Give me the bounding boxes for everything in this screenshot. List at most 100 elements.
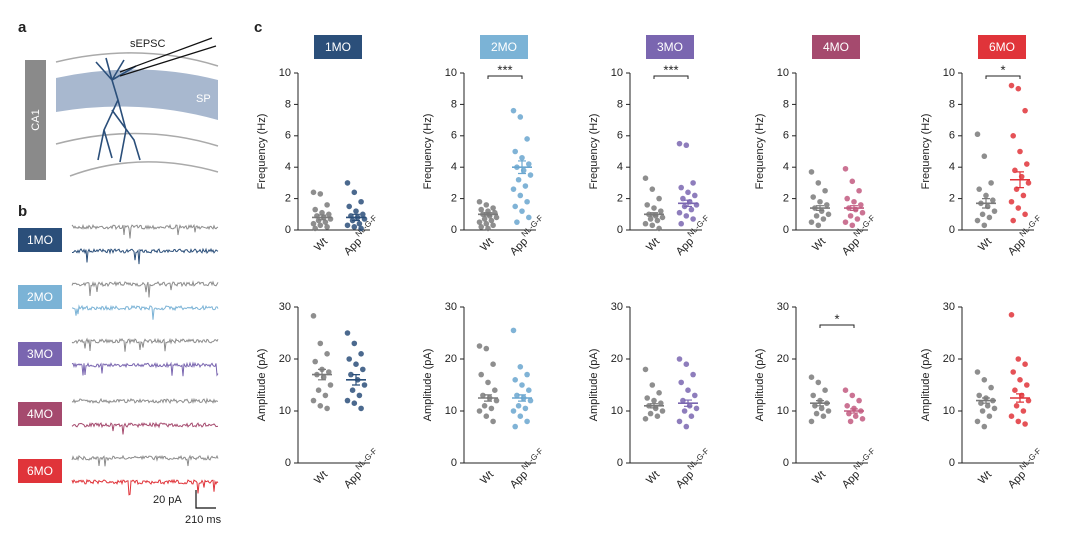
data-point [317,222,324,229]
title-box [480,35,528,59]
error-bar [684,399,692,407]
x-category-superscript: NL-G-F [1018,213,1043,238]
title-box [646,35,694,59]
data-point [683,213,690,219]
y-tick-label: 20 [611,353,623,365]
data-point [974,217,981,224]
x-category: App [1006,236,1028,258]
data-point [526,161,532,167]
x-category: App [1006,469,1028,491]
x-category: App [674,236,696,258]
data-point [490,222,496,229]
recording-label: sEPSC [130,38,166,50]
data-point [310,220,317,227]
data-point [351,189,358,196]
data-point [1008,413,1015,420]
y-axis-label-text: Amplitude (pA) [256,349,268,422]
x-category: Wt [644,236,662,254]
x-tick-label: Wt [312,236,330,254]
y-tick-label: 10 [943,405,955,417]
panel-label: a [18,19,27,36]
data-point [981,153,988,160]
layer-label: SP [196,93,211,105]
region-label: CA1 [30,109,42,130]
data-point [510,107,517,114]
y-tick-label: 6 [451,130,457,142]
x-category-superscript: NL-G-F [354,446,379,471]
data-point [979,211,986,218]
trace [72,247,219,265]
y-tick-label: 10 [445,67,457,79]
data-point [493,214,500,221]
data-point [820,413,827,420]
x-category-superscript: NL-G-F [686,446,711,471]
data-point [519,154,525,161]
age-label: 2MO [27,290,53,304]
error-bar [850,408,858,414]
y-axis-label-text: Frequency (Hz) [256,114,268,190]
data-point [512,423,518,430]
data-point [649,186,656,192]
data-point [859,416,866,422]
y-axis-label-text: Amplitude (pA) [754,349,766,422]
data-point [326,211,332,218]
data-point [483,413,490,420]
hippocampus-diagram: sEPSC SP CA1 [25,37,219,180]
data-point [849,178,856,185]
data-point [1015,205,1022,211]
y-tick-label: 0 [617,224,623,236]
data-point [678,184,684,191]
error-bar [816,400,824,407]
data-point [824,202,830,208]
y-tick-label: 20 [943,353,955,365]
y-axis-label-text: Amplitude (pA) [422,349,434,422]
y-tick-label: 2 [617,193,623,205]
data-point [683,423,690,430]
scale-label: 210 ms [185,514,222,526]
data-point [349,387,356,394]
data-point [322,219,329,225]
error-bar [982,198,990,209]
data-point [310,397,317,404]
data-point [656,390,662,396]
y-tick-label: 10 [777,67,789,79]
data-point [1015,85,1022,92]
data-point [676,209,683,216]
data-point [644,202,650,208]
error-bar [352,374,360,386]
data-point [842,219,849,225]
data-point [517,114,524,120]
data-point [685,387,691,394]
data-point [356,392,363,399]
data-point [1015,418,1022,425]
y-tick-label: 4 [451,161,457,173]
data-point [317,191,324,197]
x-category: App [840,469,862,491]
age-box [18,342,62,366]
y-tick-label: 10 [445,405,457,417]
significance-label: *** [663,62,678,77]
data-point [817,198,823,205]
y-axis-label: Frequency (Hz) [754,114,766,190]
data-point [644,395,650,401]
data-point [524,136,530,142]
data-point [488,405,495,412]
data-point [476,343,483,349]
data-point [813,213,820,219]
panel-label: b [18,203,27,220]
data-point [847,418,854,425]
data-point [358,351,364,357]
data-point [478,206,485,213]
data-point [1022,361,1028,368]
data-point [822,387,828,394]
data-point [322,392,329,399]
data-point [360,366,366,373]
y-tick-label: 0 [783,457,789,469]
data-point [519,208,525,214]
data-point [483,202,490,208]
data-point [1017,377,1023,383]
y-axis-label: Frequency (Hz) [422,114,434,190]
significance-label: * [834,311,839,326]
y-axis-label-text: Amplitude (pA) [920,349,932,422]
